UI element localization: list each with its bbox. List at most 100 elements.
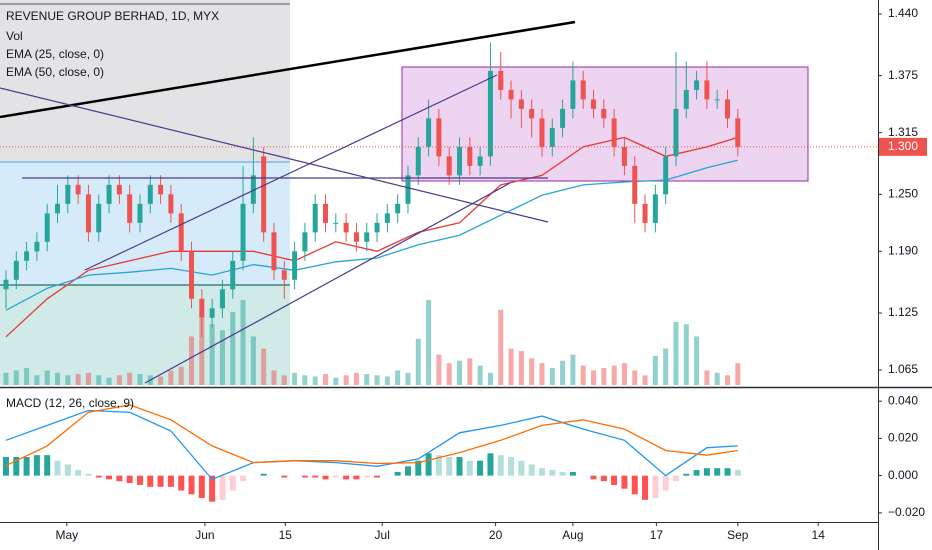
volume-bar [591, 370, 597, 385]
volume-bar [240, 300, 246, 385]
volume-bar [250, 336, 256, 385]
macd-histogram-bar [590, 475, 597, 480]
macd-histogram-bar [374, 475, 381, 478]
x-tick-label: Sep [727, 528, 749, 542]
candle-body [694, 80, 700, 90]
macd-histogram-bar [466, 460, 473, 476]
volume-bar [178, 366, 184, 385]
volume-bar [13, 370, 19, 385]
x-tick-label: 15 [279, 528, 293, 542]
volume-bar [209, 324, 215, 385]
candle-body [240, 203, 246, 261]
macd-histogram-bar [2, 457, 9, 476]
candle-body [591, 99, 597, 109]
candle-body [189, 251, 195, 299]
volume-bar [34, 375, 40, 385]
volume-bar [374, 375, 380, 385]
volume-bar [663, 348, 669, 385]
macd-histogram-bar [260, 473, 267, 476]
volume-bar [446, 363, 452, 385]
volume-bar [621, 363, 627, 385]
candle-body [642, 203, 648, 223]
volume-bar [632, 370, 638, 385]
volume-bar [518, 351, 524, 385]
macd-histogram-bar [106, 475, 113, 480]
macd-histogram-bar [714, 468, 721, 476]
volume-bar [189, 336, 195, 385]
volume-bar [498, 309, 504, 385]
macd-histogram-bar [33, 455, 40, 476]
volume-bar [549, 368, 555, 385]
macd-histogram-bar [322, 475, 329, 480]
legend-entry: EMA (50, close, 0) [6, 65, 104, 79]
volume-bar [395, 370, 401, 385]
macd-histogram-bar [600, 475, 607, 482]
volume-bar [281, 375, 287, 385]
macd-histogram-bar [456, 457, 463, 476]
macd-histogram-bar [281, 475, 288, 478]
candle-body [467, 146, 473, 166]
candle-body [374, 222, 380, 233]
volume-bar [116, 375, 122, 385]
macd-histogram-bar [724, 468, 731, 476]
macd-histogram-bar [394, 471, 401, 476]
volume-bar [436, 354, 442, 385]
macd-histogram-bar [642, 475, 649, 500]
macd-histogram-bar [343, 475, 350, 480]
macd-line [5, 409, 738, 481]
volume-bar [735, 363, 741, 385]
candle-body [209, 308, 215, 318]
y-tick-label: 1.375 [888, 68, 918, 82]
macd-histogram-bar [538, 468, 545, 476]
macd-histogram-bar [229, 475, 236, 491]
volume-bar [415, 338, 421, 385]
volume-bar [694, 336, 700, 385]
macd-histogram-bar [672, 475, 679, 482]
macd-histogram-bar [652, 475, 659, 498]
macd-histogram-bar [703, 468, 710, 476]
ema-line [5, 159, 738, 311]
trend-line [84, 74, 498, 271]
trend-line [144, 182, 511, 384]
x-tick-label: 17 [650, 528, 664, 542]
macd-histogram-bar [683, 473, 690, 476]
volume-bar [219, 330, 225, 385]
volume-bar [292, 372, 298, 385]
candle-body [549, 127, 555, 147]
trend-line [0, 20, 576, 119]
macd-histogram-bar [157, 475, 164, 487]
y-tick-label: 1.440 [888, 6, 918, 20]
volume-bar [508, 348, 514, 385]
macd-histogram-bar [435, 455, 442, 476]
candle-body [436, 118, 442, 157]
macd-histogram-bar [64, 464, 71, 476]
volume-bar [261, 348, 267, 385]
volume-bar [642, 375, 648, 385]
candle-body [518, 99, 524, 109]
range-box [401, 66, 809, 182]
teal-zone [0, 285, 290, 385]
candle-body [508, 89, 514, 100]
volume-bar [725, 375, 731, 385]
candle-body [426, 118, 432, 147]
volume-bar [271, 370, 277, 385]
y-tick-label: 0.000 [888, 468, 918, 482]
volume-bar [426, 300, 432, 385]
trend-line [0, 87, 549, 223]
legend-entry: EMA (25, close, 0) [6, 47, 104, 61]
volume-bar [44, 370, 50, 385]
x-tick-label: Jun [195, 528, 214, 542]
macd-histogram-bar [528, 464, 535, 476]
y-tick-label: 0.040 [888, 393, 918, 407]
volume-bar [24, 368, 30, 385]
macd-histogram-bar [549, 470, 556, 476]
y-tick-label: −0.020 [888, 505, 925, 519]
candle-body [312, 203, 318, 233]
candle-body [570, 80, 576, 109]
candle-body [663, 156, 669, 195]
candle-body [55, 203, 61, 214]
candle-body [199, 298, 205, 318]
candle-body [230, 260, 236, 290]
candle-body [137, 203, 143, 223]
macd-histogram-bar [13, 457, 20, 476]
